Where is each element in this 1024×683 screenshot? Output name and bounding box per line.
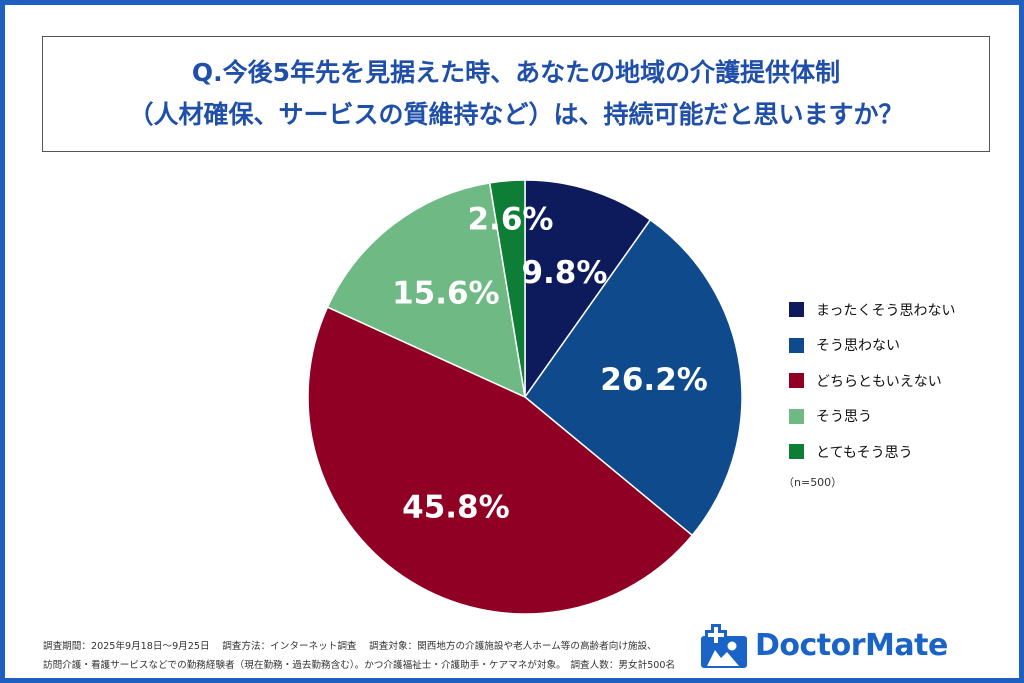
legend-label: どちらともいえない [816, 373, 942, 390]
question-title-line-2: （人材確保、サービスの質維持など）は、持続可能だと思いますか？ [128, 100, 904, 129]
footnote-line-1: 調査期間：2025年9月18日〜9月25日 調査方法：インターネット調査 調査対… [43, 641, 657, 652]
doctormate-logo-icon [701, 624, 747, 668]
survey-footnote: 調査期間：2025年9月18日〜9月25日 調査方法：インターネット調査 調査対… [43, 637, 675, 675]
legend-label: そう思う [816, 409, 872, 426]
pie-slice-1 [524, 179, 652, 400]
legend-swatch [789, 302, 804, 318]
pie-slice-label-2: 26.2% [600, 362, 708, 398]
legend-label: まったくそう思わない [816, 302, 956, 319]
pie-chart: 9.8% 26.2% 45.8% 15.6% 2.6% [307, 179, 743, 615]
pie-slice-label-3: 45.8% [402, 489, 510, 525]
pie-slice-label-1: 9.8% [521, 255, 607, 291]
legend-item-5: とてもそう思う [789, 434, 955, 470]
pie-slice-5 [488, 179, 526, 398]
question-title-line-1: Q.今後5年先を見据えた時、あなたの地域の介護提供体制 [191, 58, 841, 87]
legend: まったくそう思わない そう思わないどちらともいえない そう思うとてもそう思う （n=… [783, 292, 955, 490]
legend-item-3: どちらともいえない [789, 363, 955, 399]
legend-item-4: そう思う [789, 399, 955, 435]
pie-slice-2 [523, 218, 743, 537]
legend-label: そう思わない [816, 338, 900, 355]
pie-slice-label-4: 15.6% [392, 276, 500, 312]
legend-label: とてもそう思う [816, 444, 913, 461]
legend-swatch [789, 373, 804, 389]
doctormate-logo: DoctorMate [701, 622, 948, 668]
pie-slice-3 [307, 306, 694, 615]
question-title-box: Q.今後5年先を見据えた時、あなたの地域の介護提供体制 （人材確保、サービスの質… [42, 36, 990, 152]
legend-swatch [789, 408, 804, 424]
pie-slice-label-5: 2.6% [467, 202, 553, 238]
logo-wordmark: DoctorMate [755, 627, 948, 663]
legend-swatch [789, 337, 804, 353]
pie-slice-4 [326, 182, 526, 399]
legend-swatch [789, 444, 804, 460]
sample-size-note: （n=500） [783, 475, 843, 489]
footnote-line-2: 訪問介護・看護サービスなどでの勤務経験者（現在勤務・過去勤務含む）。かつ介護福祉… [43, 660, 676, 671]
legend-item-1: まったくそう思わない [789, 292, 955, 328]
legend-item-2: そう思わない [789, 328, 955, 364]
